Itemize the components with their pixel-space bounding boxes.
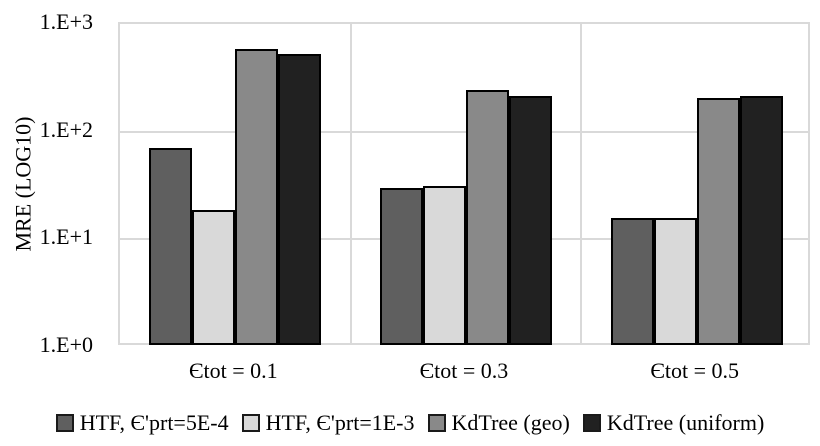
legend: HTF, Є'prt=5E-4 HTF, Є'prt=1E-3 KdTree (ge… — [0, 406, 820, 440]
x-category-label: Єtot = 0.1 — [189, 358, 278, 383]
category-separator-line — [580, 24, 583, 343]
bar-htf-prt-1e-3-cat2 — [423, 185, 466, 345]
bar-kdtree-geo--cat2 — [466, 89, 509, 345]
legend-item: KdTree (uniform) — [582, 406, 765, 440]
x-category-label: Єtot = 0.5 — [650, 358, 739, 383]
bar-kdtree-uniform--cat1 — [278, 54, 322, 345]
y-tick-label: 1.E+2 — [39, 116, 93, 142]
y-tick-label: 1.E+1 — [39, 224, 93, 250]
legend-item: KdTree (geo) — [427, 406, 570, 440]
legend-swatch-icon — [582, 414, 601, 432]
category-separator-line — [349, 24, 352, 343]
legend-label: KdTree (uniform) — [606, 410, 765, 435]
bar-htf-prt-5e-4-cat2 — [380, 187, 423, 345]
major-gridline — [120, 130, 808, 133]
legend-item: HTF, Є'prt=5E-4 — [55, 406, 229, 440]
legend-swatch-icon — [241, 414, 260, 432]
x-category-label: Єtot = 0.3 — [419, 358, 509, 383]
bar-kdtree-uniform--cat2 — [509, 96, 552, 345]
bar-kdtree-geo--cat1 — [235, 49, 279, 345]
legend-swatch-icon — [55, 414, 74, 432]
legend-swatch-icon — [427, 414, 446, 432]
y-tick-label: 1.E+0 — [39, 332, 93, 357]
legend-label: HTF, Є'prt=5E-4 — [79, 410, 229, 435]
plot-area — [118, 22, 810, 345]
bar-kdtree-geo--cat3 — [696, 98, 740, 345]
legend-item: HTF, Є'prt=1E-3 — [241, 406, 415, 440]
y-axis-title: MRE (LOG10) — [10, 116, 36, 252]
bar-htf-prt-5e-4-cat1 — [149, 147, 193, 345]
bar-htf-prt-1e-3-cat1 — [192, 209, 236, 345]
bar-htf-prt-5e-4-cat3 — [610, 218, 654, 345]
y-tick-label: 1.E+3 — [39, 9, 93, 34]
legend-label: HTF, Є'prt=1E-3 — [265, 410, 415, 435]
bar-kdtree-uniform--cat3 — [739, 96, 783, 345]
bar-htf-prt-1e-3-cat3 — [653, 218, 697, 345]
legend-label: KdTree (geo) — [451, 410, 570, 435]
